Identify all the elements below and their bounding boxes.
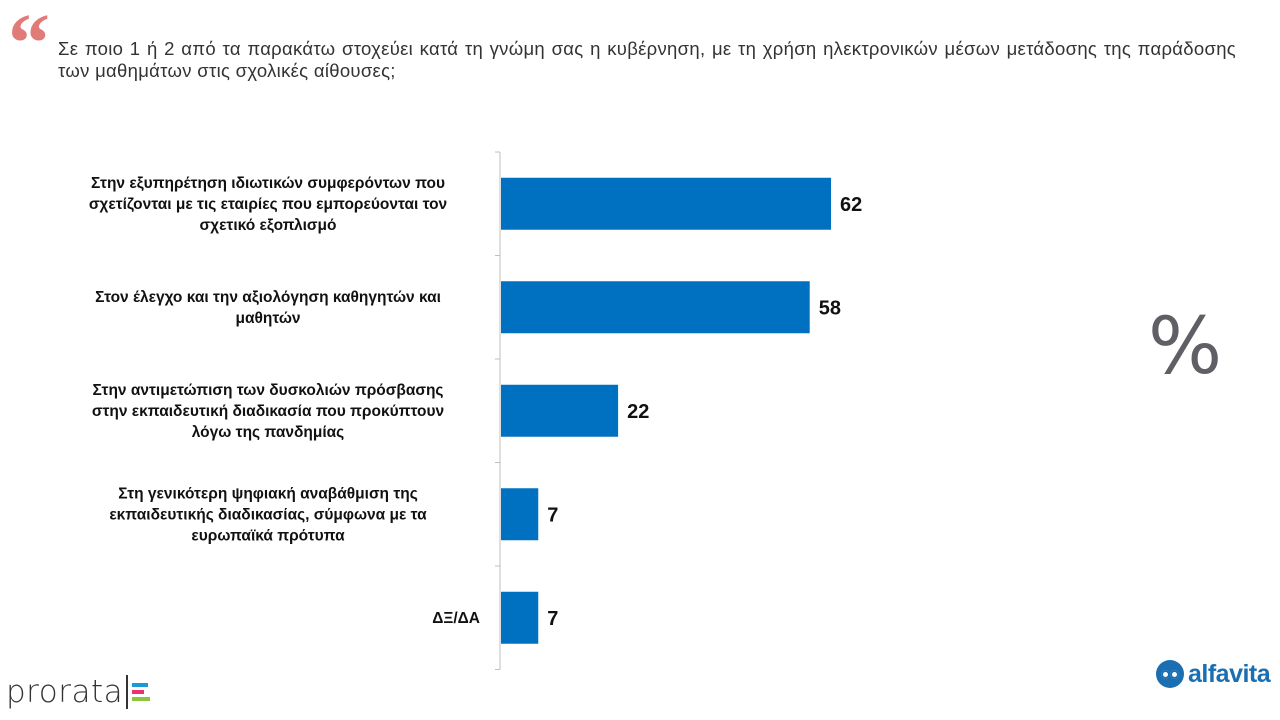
category-label-line: ΔΞ/ΔΑ [432,610,480,627]
quote-icon: “ [8,0,50,90]
data-label: 7 [547,504,558,526]
alfavita-logo: alfavita [1156,656,1271,692]
data-label: 22 [627,401,649,423]
percent-icon: % [1148,302,1223,392]
category-label-line: Στην εξυπηρέτηση ιδιωτικών συμφερόντων π… [91,175,445,192]
prorata-logo: prorata [6,672,151,712]
category-label: Στην εξυπηρέτηση ιδιωτικών συμφερόντων π… [89,175,447,234]
category-label-line: ευρωπαϊκά πρότυπα [191,527,345,544]
prorata-logo-text: prorata [6,674,124,710]
data-label: 62 [840,194,862,216]
category-label-line: στην εκπαιδευτική διαδικασία που προκύπτ… [92,403,444,420]
category-label-line: μαθητών [235,310,300,327]
alfavita-logo-text: alfavita [1188,659,1271,688]
data-label: 58 [819,297,841,319]
category-label: ΔΞ/ΔΑ [432,610,480,627]
prorata-logo-divider [126,675,129,709]
bar [501,384,619,437]
survey-question: Σε ποιο 1 ή 2 από τα παρακάτω στοχεύει κ… [58,38,1236,81]
category-label-line: Στον έλεγχο και την αξιολόγηση καθηγητών… [95,289,441,306]
bar [501,281,810,334]
bar [501,488,539,541]
owl-icon [1156,660,1184,688]
category-label-line: λόγω της πανδημίας [192,424,345,441]
category-label-line: Στην αντιμετώπιση των δυσκολιών πρόσβαση… [93,382,444,399]
bar [501,177,831,230]
prorata-logo-mark [132,683,151,701]
category-label: Στη γενικότερη ψηφιακή αναβάθμιση της εκπ… [109,485,427,544]
category-label-line: εκπαιδευτικής διαδικασίας, σύμφωνα με τα [109,506,427,523]
category-label-line: σχετικό εξοπλισμό [200,217,337,234]
category-label: Στην αντιμετώπιση των δυσκολιών πρόσβαση… [92,382,444,441]
data-label: 7 [547,608,558,630]
bar [501,591,539,644]
category-label-line: Στη γενικότερη ψηφιακή αναβάθμιση της [118,485,418,502]
category-label: Στον έλεγχο και την αξιολόγηση καθηγητών… [95,289,441,327]
category-label-line: σχετίζονται με τις εταιρίες που εμπορεύο… [89,196,447,213]
